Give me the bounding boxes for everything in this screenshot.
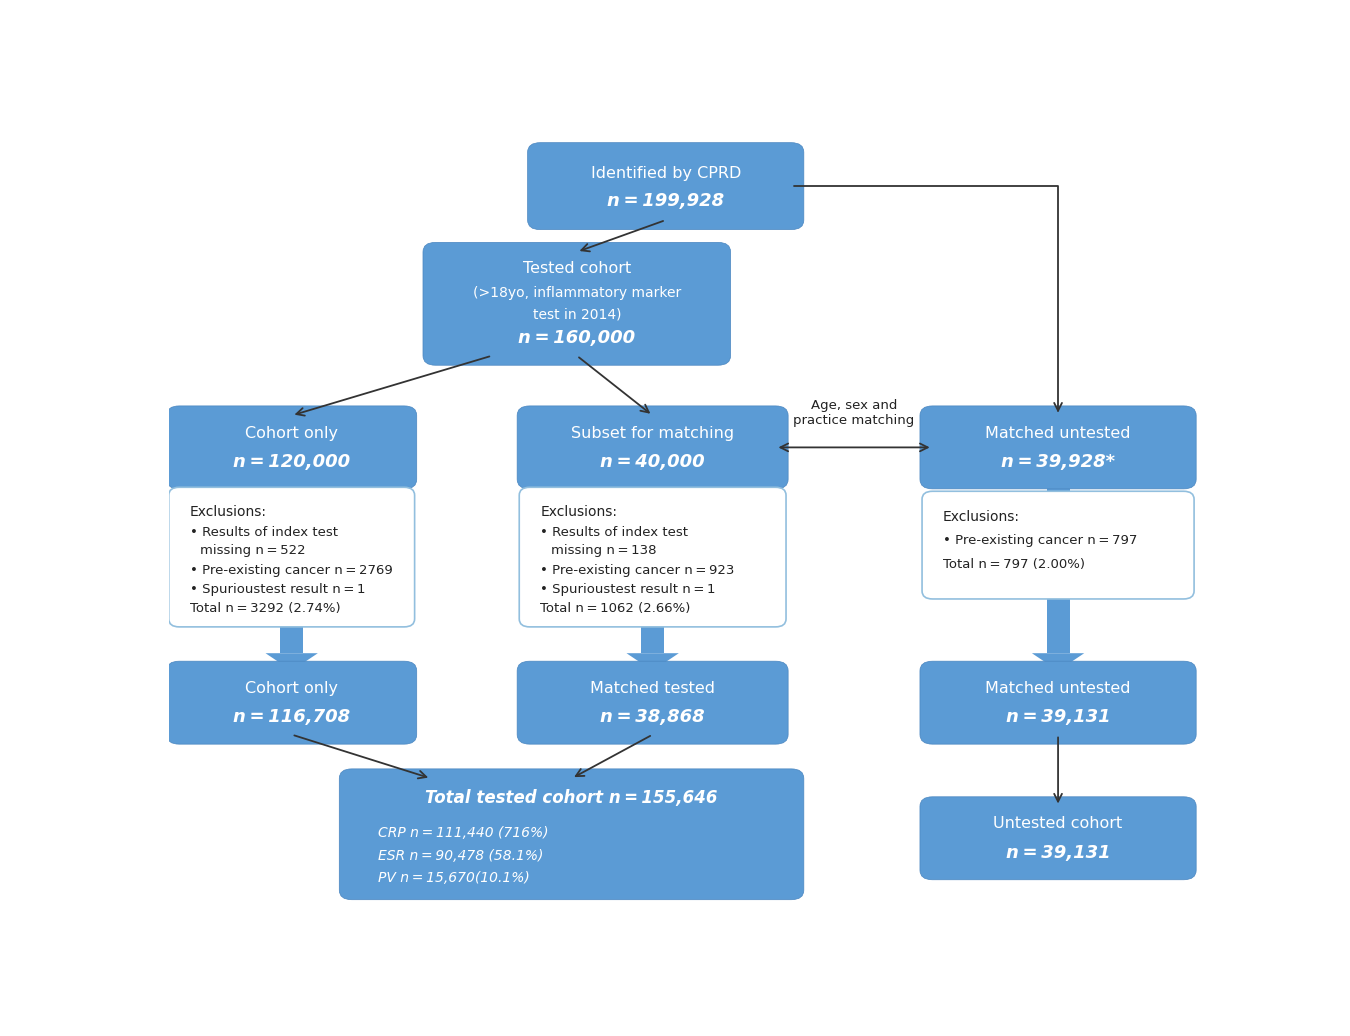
- FancyBboxPatch shape: [922, 491, 1193, 599]
- Polygon shape: [1031, 654, 1084, 670]
- Text: • Results of index test: • Results of index test: [189, 525, 338, 539]
- Text: Subset for matching: Subset for matching: [571, 426, 734, 440]
- Text: Matched tested: Matched tested: [590, 681, 716, 696]
- FancyBboxPatch shape: [919, 406, 1196, 489]
- Text: n = 120,000: n = 120,000: [234, 453, 350, 470]
- Text: Total n = 1062 (2.66%): Total n = 1062 (2.66%): [540, 602, 691, 615]
- Text: CRP n = 111,440 (716%): CRP n = 111,440 (716%): [378, 827, 548, 840]
- Text: n = 38,868: n = 38,868: [601, 708, 705, 726]
- FancyBboxPatch shape: [520, 487, 786, 627]
- Text: • Pre-existing cancer n = 923: • Pre-existing cancer n = 923: [540, 564, 734, 577]
- Polygon shape: [266, 654, 317, 670]
- Polygon shape: [641, 480, 664, 654]
- Text: Matched untested: Matched untested: [986, 681, 1131, 696]
- Text: Cohort only: Cohort only: [246, 681, 339, 696]
- Text: (>18yo, inflammatory marker: (>18yo, inflammatory marker: [472, 286, 680, 300]
- FancyBboxPatch shape: [517, 406, 788, 489]
- Text: test in 2014): test in 2014): [532, 308, 621, 321]
- Text: Untested cohort: Untested cohort: [994, 816, 1123, 832]
- Text: PV n = 15,670(10.1%): PV n = 15,670(10.1%): [378, 871, 529, 885]
- Text: Total n = 797 (2.00%): Total n = 797 (2.00%): [942, 558, 1085, 571]
- Text: Exclusions:: Exclusions:: [942, 511, 1021, 524]
- Text: • Pre-existing cancer n = 797: • Pre-existing cancer n = 797: [942, 535, 1137, 547]
- Text: Matched untested: Matched untested: [986, 426, 1131, 440]
- Text: • Spurioustest result n = 1: • Spurioustest result n = 1: [540, 583, 716, 596]
- Text: n = 116,708: n = 116,708: [234, 708, 350, 726]
- FancyBboxPatch shape: [919, 661, 1196, 744]
- Text: n = 40,000: n = 40,000: [601, 453, 705, 470]
- FancyBboxPatch shape: [169, 487, 414, 627]
- FancyBboxPatch shape: [166, 661, 417, 744]
- Text: Total n = 3292 (2.74%): Total n = 3292 (2.74%): [189, 602, 340, 615]
- FancyBboxPatch shape: [528, 143, 803, 230]
- Text: Cohort only: Cohort only: [246, 426, 339, 440]
- Text: missing n = 522: missing n = 522: [200, 544, 305, 557]
- Text: Tested cohort: Tested cohort: [522, 261, 630, 277]
- Polygon shape: [281, 480, 304, 654]
- Text: n = 199,928: n = 199,928: [608, 192, 725, 209]
- Text: Exclusions:: Exclusions:: [189, 505, 267, 519]
- Polygon shape: [1046, 480, 1069, 654]
- Text: • Results of index test: • Results of index test: [540, 525, 688, 539]
- Text: • Pre-existing cancer n = 2769: • Pre-existing cancer n = 2769: [189, 564, 393, 577]
- Text: Identified by CPRD: Identified by CPRD: [590, 166, 741, 181]
- FancyBboxPatch shape: [166, 406, 417, 489]
- Text: • Spurioustest result n = 1: • Spurioustest result n = 1: [189, 583, 364, 596]
- FancyBboxPatch shape: [423, 242, 730, 366]
- Text: n = 160,000: n = 160,000: [518, 329, 636, 347]
- Text: Age, sex and
practice matching: Age, sex and practice matching: [794, 400, 915, 428]
- Text: Total tested cohort n = 155,646: Total tested cohort n = 155,646: [425, 789, 718, 807]
- Text: n = 39,928*: n = 39,928*: [1002, 453, 1115, 470]
- FancyBboxPatch shape: [339, 769, 803, 899]
- Text: Exclusions:: Exclusions:: [540, 505, 617, 519]
- Text: missing n = 138: missing n = 138: [551, 544, 656, 557]
- FancyBboxPatch shape: [517, 661, 788, 744]
- Text: n = 39,131: n = 39,131: [1006, 843, 1110, 862]
- Text: n = 39,131: n = 39,131: [1006, 708, 1110, 726]
- FancyBboxPatch shape: [919, 797, 1196, 880]
- Polygon shape: [626, 654, 679, 670]
- Text: ESR n = 90,478 (58.1%): ESR n = 90,478 (58.1%): [378, 848, 543, 863]
